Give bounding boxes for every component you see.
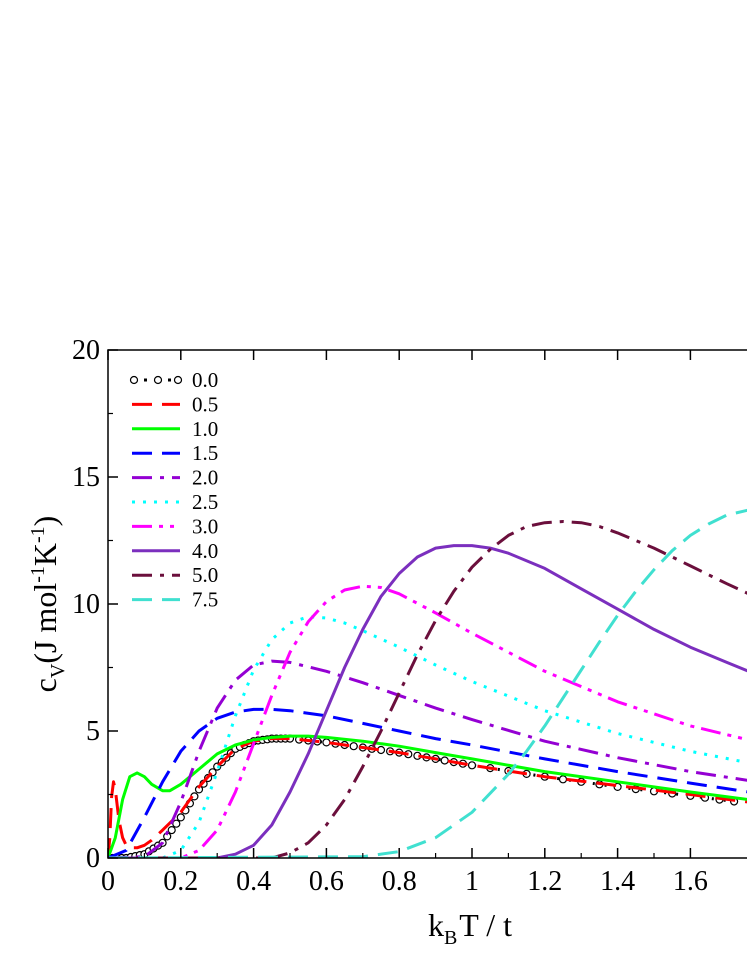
- y-tick-label: 5: [86, 716, 100, 747]
- series-point-0.0: [167, 825, 176, 835]
- series-point-0.0: [322, 738, 331, 747]
- series-point-0.0: [558, 775, 568, 784]
- legend: 0.00.51.01.52.02.53.04.05.07.5: [129, 368, 218, 612]
- x-tick-label: 1.6: [673, 866, 708, 897]
- series-point-0.0: [440, 756, 449, 765]
- series-point-0.0: [172, 819, 181, 828]
- plot-area: [108, 508, 747, 858]
- legend-label-1.5: 1.5: [192, 441, 218, 465]
- y-tick-label: 0: [86, 843, 100, 874]
- x-axis-title: kBT / t: [428, 907, 512, 949]
- x-tick-label: 0.6: [309, 866, 344, 897]
- y-tick-label: 10: [72, 589, 100, 620]
- legend-label-0.5: 0.5: [192, 392, 218, 416]
- legend-label-1.0: 1.0: [192, 417, 218, 441]
- legend-label-4.0: 4.0: [192, 539, 218, 563]
- x-tick-label: 0.8: [382, 866, 417, 897]
- y-axis-title: cV(J mol-1K-1): [27, 516, 69, 693]
- series-line-1.5: [108, 707, 747, 858]
- series-line-1.0: [108, 734, 747, 858]
- legend-marker-0.0: [129, 375, 139, 385]
- series-line-4.0: [108, 544, 747, 858]
- y-tick-label: 15: [72, 462, 100, 493]
- legend-label-2.0: 2.0: [192, 466, 218, 490]
- series-line-2.0: [108, 659, 747, 858]
- series-line-5.0: [108, 520, 747, 858]
- legend-marker-0.0: [153, 375, 163, 385]
- legend-label-2.5: 2.5: [192, 490, 218, 514]
- series-point-0.0: [349, 742, 358, 751]
- legend-label-5.0: 5.0: [192, 563, 218, 587]
- legend-marker-0.0: [173, 375, 183, 385]
- x-tick-label: 0: [101, 866, 115, 897]
- series-line-7.5: [108, 508, 747, 858]
- x-tick-label: 1.4: [600, 866, 635, 897]
- x-tick-label: 0.4: [236, 866, 271, 897]
- series-line-0.5: [108, 737, 747, 858]
- x-tick-label: 1: [465, 866, 479, 897]
- series-line-3.0: [108, 584, 747, 858]
- axes: 0 0.2 0.4 0.6 0.8 1 1.2 1.4 1.6 0 5 10 15 20: [72, 335, 747, 897]
- legend-label-3.0: 3.0: [192, 514, 218, 538]
- series-point-0.0: [176, 813, 185, 822]
- series-point-0.0: [467, 761, 477, 770]
- x-tick-label: 0.2: [163, 866, 198, 897]
- legend-label-0.0: 0.0: [192, 368, 218, 392]
- x-tick-label: 1.2: [527, 866, 562, 897]
- legend-label-7.5: 7.5: [192, 588, 218, 612]
- y-tick-label: 20: [72, 335, 100, 366]
